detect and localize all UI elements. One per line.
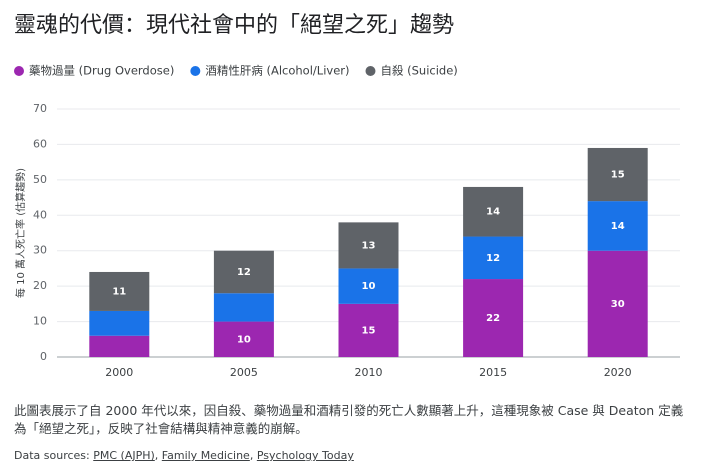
data-label: 10 xyxy=(362,281,376,292)
bar-segment xyxy=(213,293,274,322)
y-axis-label: 每 10 萬人死亡率 (估算趨勢) xyxy=(14,168,27,298)
bar-segment xyxy=(463,236,524,280)
y-tick-label: 0 xyxy=(40,350,47,363)
bar-segment xyxy=(213,250,274,294)
data-label: 10 xyxy=(237,334,251,345)
x-tick-label: 2010 xyxy=(355,366,383,379)
x-tick-label: 2005 xyxy=(230,366,258,379)
x-tick-label: 2000 xyxy=(105,366,133,379)
sources-label: Data sources: xyxy=(14,449,90,462)
legend-swatch xyxy=(14,66,24,76)
data-label: 15 xyxy=(362,325,376,336)
data-label: 12 xyxy=(486,253,500,264)
separator: , xyxy=(154,449,159,462)
data-label: 22 xyxy=(486,313,500,324)
caption: 此圖表展示了自 2000 年代以來，因自殺、藥物過量和酒精引發的死亡人數顯著上升… xyxy=(14,403,684,436)
source-link[interactable]: PMC (AJPH) xyxy=(93,449,155,462)
legend-label: 酒精性肝病 (Alcohol/Liver) xyxy=(205,64,349,78)
bar-segment xyxy=(89,271,150,311)
bar-segment xyxy=(587,147,648,202)
y-tick-label: 10 xyxy=(33,315,47,328)
data-label: 15 xyxy=(611,170,625,181)
y-tick-label: 40 xyxy=(33,208,47,221)
bar-segment xyxy=(587,201,648,251)
separator: , xyxy=(249,449,254,462)
data-label: 14 xyxy=(611,221,625,232)
sources: Data sources: PMC (AJPH), Family Medicin… xyxy=(14,449,354,462)
data-label: 13 xyxy=(362,240,376,251)
bar-segment xyxy=(89,335,150,357)
data-label: 30 xyxy=(611,299,625,310)
legend-swatch xyxy=(365,66,376,76)
x-tick-label: 2015 xyxy=(479,366,507,379)
legend-swatch xyxy=(190,66,201,76)
chart: 靈魂的代價：現代社會中的「絕望之死」趨勢 每 10 萬人死亡率 (估算趨勢) 藥… xyxy=(14,13,680,379)
legend-label: 自殺 (Suicide) xyxy=(380,64,457,78)
bar-segment xyxy=(89,310,150,336)
data-label: 12 xyxy=(237,267,251,278)
bar-segment xyxy=(338,268,399,304)
y-tick-label: 50 xyxy=(33,173,47,186)
data-label: 14 xyxy=(486,207,500,218)
y-tick-label: 70 xyxy=(33,102,47,115)
bar-segment xyxy=(463,186,524,237)
y-tick-label: 60 xyxy=(33,137,47,150)
data-label: 11 xyxy=(112,286,126,297)
source-link[interactable]: Family Medicine xyxy=(161,449,250,462)
source-link[interactable]: Psychology Today xyxy=(256,449,354,462)
bar-segment xyxy=(463,279,524,357)
bar-segment xyxy=(338,222,399,269)
bar-segment xyxy=(213,321,274,357)
bar-segment xyxy=(587,250,648,357)
legend-label: 藥物過量 (Drug Overdose) xyxy=(29,64,174,78)
y-tick-label: 20 xyxy=(33,279,47,292)
chart-title: 靈魂的代價：現代社會中的「絕望之死」趨勢 xyxy=(14,13,454,38)
x-tick-label: 2020 xyxy=(604,366,632,379)
bar-segment xyxy=(338,303,399,357)
y-tick-label: 30 xyxy=(33,244,47,257)
